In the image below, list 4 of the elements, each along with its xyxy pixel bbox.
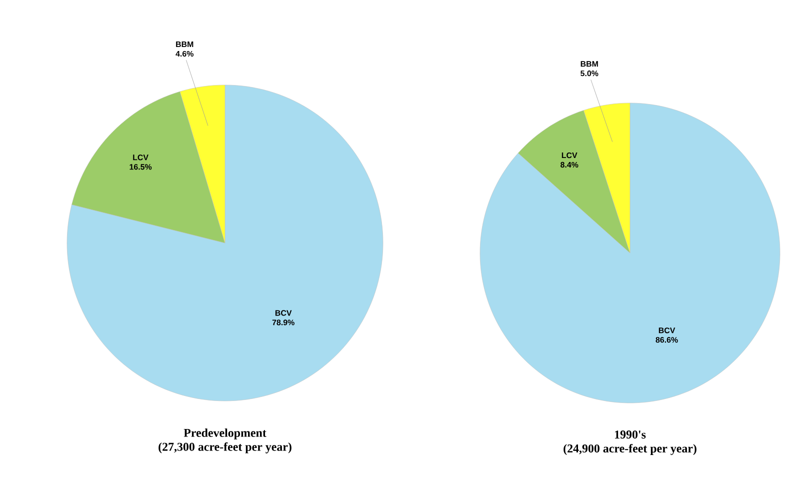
text: (24,900 acre-feet per year) (564, 444, 696, 455)
text: (27,300 acre-feet per year) (158, 442, 292, 454)
text: 1990's (615, 430, 646, 439)
text: Predevelopment (184, 428, 266, 440)
